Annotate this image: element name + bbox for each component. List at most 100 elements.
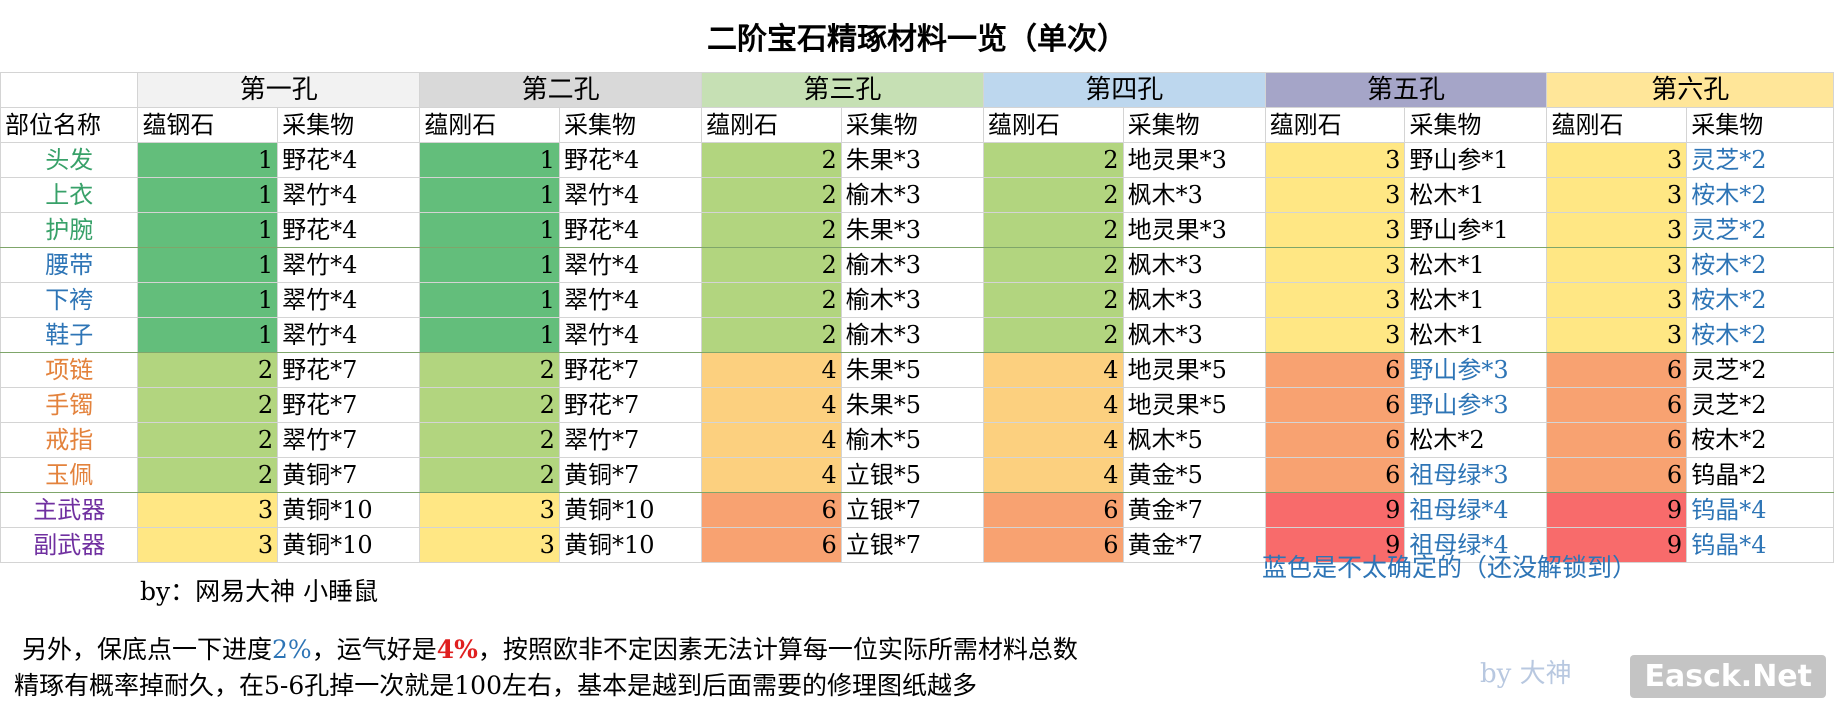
table-row: 下袴 1 翠竹*4 1 翠竹*4 2 榆木*3 2 枫木*3 3 松木*1 3 桉木*2 [0,282,1834,318]
stone-count: 6 [1546,352,1688,388]
stone-count: 9 [1546,527,1688,563]
stone-header: 蕴刚石 [982,107,1124,143]
stone-count: 2 [419,457,560,493]
material-amount: 榆木*3 [840,247,984,283]
hole-header-2: 第二孔 [419,72,703,108]
stone-count: 1 [419,317,560,353]
stone-header: 蕴刚石 [1546,107,1688,143]
pity-progress: 2% [272,635,312,664]
material-amount: 桉木*2 [1686,422,1834,458]
stone-count: 2 [982,247,1124,283]
part-name: 副武器 [0,527,139,563]
blue-note: 蓝色是不太确定的（还没解锁到） [1262,553,1638,582]
stone-count: 3 [1546,177,1688,213]
corner-cell [0,72,139,108]
material-amount: 钨晶*4 [1686,527,1834,563]
material-header: 采集物 [1122,107,1266,143]
stone-count: 2 [701,247,842,283]
page-title: 二阶宝石精琢材料一览（单次） [707,22,1127,57]
material-amount: 钨晶*2 [1686,457,1834,493]
material-amount: 榆木*3 [840,317,984,353]
material-amount: 祖母绿*4 [1404,492,1548,528]
hole-header-row: 第一孔 第二孔 第三孔 第四孔 第五孔 第六孔 [0,72,1834,108]
material-amount: 松木*1 [1404,177,1548,213]
material-amount: 黄金*7 [1122,527,1266,563]
stone-count: 1 [419,142,560,178]
author-credit: by：网易大神 小睡鼠 [140,577,379,606]
stone-count: 3 [137,492,279,528]
material-amount: 祖母绿*4 [1404,527,1548,563]
material-amount: 松木*1 [1404,317,1548,353]
material-amount: 野花*7 [558,352,703,388]
material-amount: 地灵果*5 [1122,352,1266,388]
material-amount: 枫木*3 [1122,282,1266,318]
material-amount: 松木*2 [1404,422,1548,458]
stone-count: 2 [419,422,560,458]
part-name-header: 部位名称 [0,107,139,143]
stone-count: 6 [1546,422,1688,458]
stone-count: 3 [1264,282,1406,318]
stone-count: 3 [419,492,560,528]
stone-count: 4 [701,457,842,493]
part-name: 下袴 [0,282,139,318]
material-amount: 榆木*3 [840,282,984,318]
hole-header-1: 第一孔 [137,72,421,108]
material-amount: 地灵果*3 [1122,142,1266,178]
material-amount: 翠竹*4 [277,177,421,213]
stone-count: 2 [419,387,560,423]
stone-count: 6 [1546,457,1688,493]
material-amount: 朱果*5 [840,387,984,423]
material-amount: 立银*7 [840,492,984,528]
part-name: 玉佩 [0,457,139,493]
stone-count: 6 [1264,387,1406,423]
stone-count: 2 [982,142,1124,178]
stone-count: 3 [1546,247,1688,283]
material-amount: 翠竹*4 [277,282,421,318]
material-amount: 枫木*5 [1122,422,1266,458]
material-amount: 朱果*3 [840,212,984,248]
stone-count: 6 [982,527,1124,563]
material-amount: 翠竹*4 [558,282,703,318]
material-amount: 野花*4 [558,212,703,248]
material-amount: 野花*4 [277,212,421,248]
stone-count: 1 [137,142,279,178]
stone-count: 6 [1264,352,1406,388]
part-name: 戒指 [0,422,139,458]
watermark-author: by 大神 [1480,659,1572,689]
materials-table: 第一孔 第二孔 第三孔 第四孔 第五孔 第六孔 部位名称 蕴钢石 采集物 蕴刚石 采集物 蕴刚石 采集物… [0,72,1834,563]
stone-count: 4 [982,352,1124,388]
material-amount: 枫木*3 [1122,177,1266,213]
material-header: 采集物 [1686,107,1834,143]
material-amount: 钨晶*4 [1686,492,1834,528]
part-name: 腰带 [0,247,139,283]
stone-count: 3 [1546,317,1688,353]
stone-count: 3 [137,527,279,563]
stone-count: 3 [1546,142,1688,178]
note-line-1-text-c: ，按照欧非不定因素无法计算每一位实际所需材料总数 [477,635,1078,664]
material-amount: 黄铜*7 [558,457,703,493]
stone-header: 蕴刚石 [701,107,842,143]
material-amount: 榆木*3 [840,177,984,213]
stone-count: 6 [982,492,1124,528]
stone-count: 2 [701,212,842,248]
material-amount: 黄铜*7 [277,457,421,493]
part-name: 护腕 [0,212,139,248]
stone-count: 1 [419,247,560,283]
stone-count: 1 [137,177,279,213]
material-amount: 灵芝*2 [1686,212,1834,248]
part-name: 鞋子 [0,317,139,353]
material-amount: 翠竹*7 [558,422,703,458]
table-row: 腰带 1 翠竹*4 1 翠竹*4 2 榆木*3 2 枫木*3 3 松木*1 3 桉木*2 [0,247,1834,283]
stone-count: 2 [137,422,279,458]
material-amount: 灵芝*2 [1686,387,1834,423]
table-row: 副武器 3 黄铜*10 3 黄铜*10 6 立银*7 6 黄金*7 9 祖母绿*4 9 钨晶*4 [0,527,1834,563]
table-row: 头发 1 野花*4 1 野花*4 2 朱果*3 2 地灵果*3 3 野山参*1 3 灵芝*2 [0,142,1834,178]
material-amount: 桉木*2 [1686,177,1834,213]
stone-header: 蕴刚石 [1264,107,1406,143]
material-amount: 榆木*5 [840,422,984,458]
stone-count: 6 [1264,457,1406,493]
material-amount: 立银*7 [840,527,984,563]
table-row: 护腕 1 野花*4 1 野花*4 2 朱果*3 2 地灵果*3 3 野山参*1 3 灵芝*2 [0,212,1834,248]
stone-count: 1 [137,247,279,283]
stone-count: 1 [137,212,279,248]
